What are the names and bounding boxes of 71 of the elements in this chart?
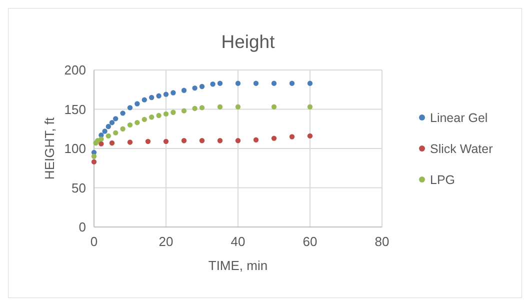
point — [145, 138, 151, 144]
x-axis-title: TIME, min — [208, 258, 268, 273]
point — [109, 120, 115, 126]
point — [253, 80, 259, 86]
point — [170, 90, 176, 96]
point — [106, 124, 111, 130]
point — [113, 130, 118, 136]
point — [307, 104, 313, 110]
x-tick-label: 20 — [158, 234, 174, 249]
point — [163, 111, 169, 117]
point — [142, 97, 147, 102]
point — [271, 136, 277, 141]
point — [134, 101, 140, 106]
point — [199, 105, 205, 110]
point — [235, 138, 241, 144]
point — [134, 120, 140, 126]
point — [149, 94, 154, 100]
y-tick-label: 50 — [72, 180, 86, 196]
point — [253, 137, 259, 142]
point — [91, 154, 97, 159]
point — [102, 128, 108, 134]
x-tick-label: 60 — [302, 234, 318, 249]
point — [170, 110, 176, 115]
point — [235, 80, 241, 86]
point — [289, 134, 295, 140]
point — [199, 84, 205, 90]
point — [106, 133, 111, 139]
point — [289, 80, 295, 86]
point — [127, 140, 133, 145]
point — [217, 80, 223, 86]
point — [181, 88, 187, 94]
point — [217, 138, 223, 144]
point — [271, 104, 277, 110]
point — [156, 93, 162, 99]
point — [199, 138, 205, 144]
point — [142, 116, 147, 122]
point — [181, 108, 187, 114]
y-tick-label: 150 — [64, 102, 86, 117]
point — [307, 80, 313, 86]
legend-label: LPG — [430, 172, 456, 187]
point — [235, 104, 241, 110]
point — [98, 141, 104, 146]
point — [181, 138, 187, 144]
y-tick-label: 0 — [78, 220, 86, 235]
point — [149, 114, 154, 120]
y-tick-label: 200 — [64, 62, 86, 78]
point — [120, 110, 126, 116]
point — [271, 80, 277, 86]
point — [192, 106, 198, 112]
point — [163, 138, 169, 144]
chart-title: Height — [221, 31, 275, 52]
point — [127, 105, 133, 110]
point — [163, 92, 169, 97]
point — [91, 159, 97, 164]
point — [113, 116, 118, 122]
legend-label: Slick Water — [430, 142, 493, 156]
point — [156, 112, 162, 118]
point — [307, 133, 313, 139]
x-tick-label: 0 — [90, 234, 98, 249]
point — [217, 104, 223, 110]
point — [98, 136, 104, 142]
point — [120, 126, 126, 132]
x-tick-label: 40 — [230, 234, 246, 249]
y-tick-label: 100 — [64, 141, 86, 156]
point — [127, 122, 133, 128]
point — [109, 140, 115, 146]
point — [192, 85, 198, 91]
point — [210, 82, 216, 87]
y-axis-title: HEIGHT, ft — [42, 117, 57, 180]
legend-label: Linear Gel — [430, 110, 488, 125]
x-tick-label: 80 — [374, 234, 390, 249]
